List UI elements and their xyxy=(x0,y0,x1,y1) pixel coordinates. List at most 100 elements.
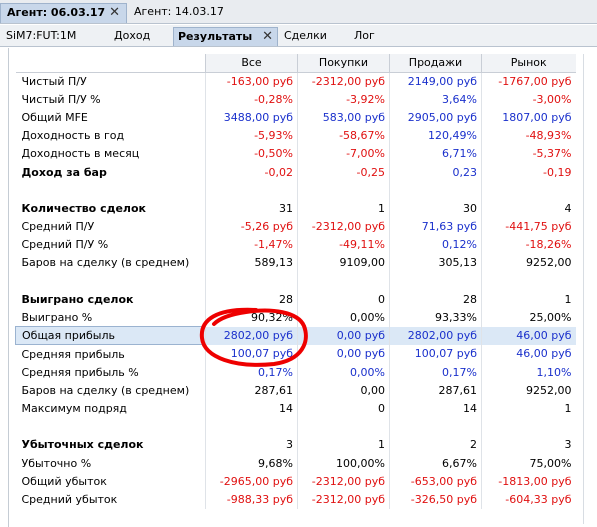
row-value: -49,11% xyxy=(297,235,390,254)
row-value: 46,00 руб xyxy=(481,344,576,363)
table-row: Средний П/У -5,26 руб -2312,00 руб 71,63 ру… xyxy=(16,217,576,236)
row-value: 0,17% xyxy=(205,363,298,382)
agent-tab-1403[interactable]: Агент: 14.03.17 xyxy=(128,3,238,23)
table-row: Выиграно % 90,32% 0,00% 93,33% 25,00% xyxy=(16,308,576,327)
row-label: Выиграно сделок xyxy=(21,292,134,306)
row-value: -653,00 руб xyxy=(389,472,482,491)
row-value: -0,50% xyxy=(205,144,298,163)
scrollbar-track[interactable] xyxy=(583,54,584,524)
spacer-cell xyxy=(297,417,390,436)
table-row: Доходность в год -5,93% -58,67% 120,49% -48,… xyxy=(16,126,576,145)
row-value: 3,64% xyxy=(389,90,482,109)
tab-income[interactable]: Доход xyxy=(110,27,170,46)
tab-trades[interactable]: Сделки xyxy=(280,27,340,46)
row-value: 0,12% xyxy=(389,235,482,254)
row-value: -18,26% xyxy=(481,235,576,254)
row-value: -326,50 руб xyxy=(389,490,482,509)
row-value: 100,00% xyxy=(297,453,390,473)
header-all[interactable]: Все xyxy=(205,54,298,73)
row-value: 0,00 руб xyxy=(297,326,390,345)
row-value: 14 xyxy=(205,399,298,418)
spacer-row xyxy=(16,272,576,291)
table-row: Баров на сделку (в среднем) 589,13 9109,00… xyxy=(16,253,576,273)
row-value: -2312,00 руб xyxy=(297,472,390,491)
row-value: 0,17% xyxy=(389,363,482,382)
row-label: Доход за бар xyxy=(21,165,107,179)
close-icon[interactable]: ✕ xyxy=(262,29,273,44)
table-row: Общий убыток -2965,00 руб -2312,00 руб -653… xyxy=(16,472,576,491)
tab-log[interactable]: Лог xyxy=(350,27,390,46)
row-value: 120,49% xyxy=(389,126,482,145)
results-table-body: Чистый П/У -163,00 руб -2312,00 руб 2149,00… xyxy=(15,72,576,509)
row-value: 583,00 руб xyxy=(297,108,390,127)
row-label: Общая прибыль xyxy=(15,326,206,346)
row-label: Выиграно % xyxy=(21,310,93,324)
row-value: 305,13 xyxy=(389,253,482,273)
row-value: -988,33 руб xyxy=(205,490,298,509)
tab-label: Лог xyxy=(354,29,375,42)
table-row: Чистый П/У -163,00 руб -2312,00 руб 2149,00… xyxy=(16,72,576,91)
spacer-cell xyxy=(389,417,482,436)
row-value: 1 xyxy=(481,399,576,418)
row-value: 6,71% xyxy=(389,144,482,163)
table-row: Средний убыток -988,33 руб -2312,00 руб -32… xyxy=(16,490,576,509)
spacer-cell xyxy=(205,417,298,436)
row-label: Баров на сделку (в среднем) xyxy=(21,256,190,270)
row-value: 71,63 руб xyxy=(389,217,482,236)
table-row: Средний П/У % -1,47% -49,11% 0,12% -18,26% xyxy=(16,235,576,254)
row-value: 2 xyxy=(389,435,482,454)
row-value: 25,00% xyxy=(481,308,576,327)
row-value: -2312,00 руб xyxy=(297,72,390,91)
row-label: Средняя прибыль % xyxy=(21,365,139,379)
table-row: Средняя прибыль % 0,17% 0,00% 0,17% 1,10% xyxy=(16,363,576,382)
row-value: -2312,00 руб xyxy=(297,217,390,236)
spacer-cell xyxy=(481,181,576,200)
row-value: -1813,00 руб xyxy=(481,472,576,491)
header-sells[interactable]: Продажи xyxy=(389,54,482,73)
row-value: 0,00% xyxy=(297,308,390,327)
row-value: -1,47% xyxy=(205,235,298,254)
row-value: -5,93% xyxy=(205,126,298,145)
row-value: 0,00% xyxy=(297,363,390,382)
table-row: Выиграно сделок 28 0 28 1 xyxy=(16,290,576,309)
row-value: 30 xyxy=(389,199,482,218)
tab-label: Доход xyxy=(114,29,151,42)
row-value: 9,68% xyxy=(205,453,298,473)
row-value: -5,26 руб xyxy=(205,217,298,236)
row-value: 2149,00 руб xyxy=(389,72,482,91)
tab-instrument[interactable]: SiM7:FUT:1M xyxy=(2,27,88,46)
row-value: 0,23 xyxy=(389,162,482,182)
row-value: -58,67% xyxy=(297,126,390,145)
row-value: 0,00 xyxy=(297,381,390,400)
row-value: 1,10% xyxy=(481,363,576,382)
row-value: -441,75 руб xyxy=(481,217,576,236)
row-label: Общий MFE xyxy=(21,110,88,124)
row-label: Доходность в год xyxy=(21,129,125,143)
table-row: Чистый П/У % -0,28% -3,92% 3,64% -3,00% xyxy=(16,90,576,109)
close-icon[interactable]: ✕ xyxy=(109,5,120,20)
results-panel: Все Покупки Продажи Рынок Чистый П/У -163… xyxy=(8,48,597,527)
agent-tab-0603[interactable]: Агент: 06.03.17 ✕ xyxy=(0,3,127,23)
row-value: 287,61 xyxy=(389,381,482,400)
row-value: 93,33% xyxy=(389,308,482,327)
spacer-cell xyxy=(481,417,576,436)
row-value: 3488,00 руб xyxy=(205,108,298,127)
row-value: 3 xyxy=(205,435,298,454)
spacer-cell xyxy=(16,418,206,436)
table-row: Убыточных сделок 3 1 2 3 xyxy=(16,435,576,454)
table-header-row: Все Покупки Продажи Рынок xyxy=(15,54,576,73)
header-buys[interactable]: Покупки xyxy=(297,54,390,73)
row-value: 14 xyxy=(389,399,482,418)
row-value: 90,32% xyxy=(205,308,298,327)
row-value: 2802,00 руб xyxy=(389,326,482,345)
header-market[interactable]: Рынок xyxy=(481,54,576,73)
row-value: 1 xyxy=(297,199,390,218)
row-value: -163,00 руб xyxy=(205,72,298,91)
table-row: Максимум подряд 14 0 14 1 xyxy=(16,399,576,418)
spacer-cell xyxy=(297,272,390,291)
row-label: Средний П/У % xyxy=(21,238,109,252)
row-value: -0,02 xyxy=(205,162,298,182)
tab-results[interactable]: Результаты ✕ xyxy=(173,27,278,46)
row-value: 9252,00 xyxy=(481,253,576,273)
agent-tab-label: Агент: 06.03.17 xyxy=(7,6,106,19)
